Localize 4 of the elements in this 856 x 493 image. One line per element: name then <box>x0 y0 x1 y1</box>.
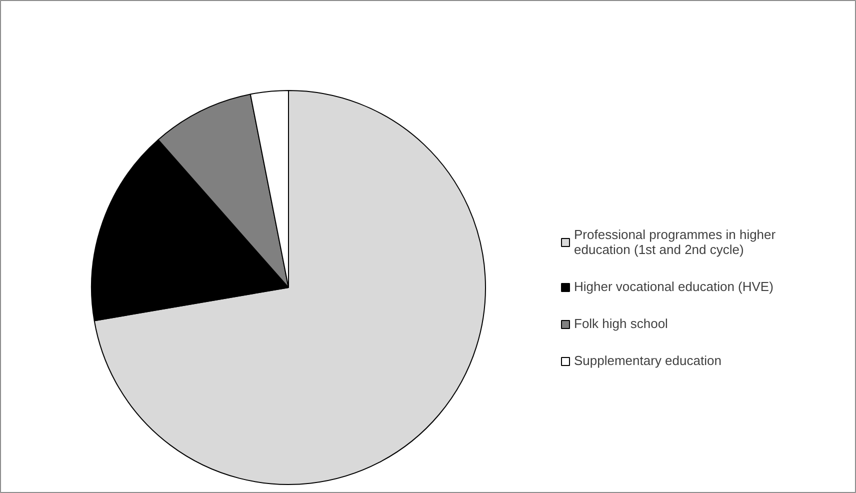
legend-label: Professional programmes in higher education (1st and 2nd cycle) <box>574 227 776 257</box>
legend-label: Higher vocational education (HVE) <box>574 279 774 294</box>
legend-label: Supplementary education <box>574 353 722 368</box>
legend-label: Folk high school <box>574 316 668 331</box>
